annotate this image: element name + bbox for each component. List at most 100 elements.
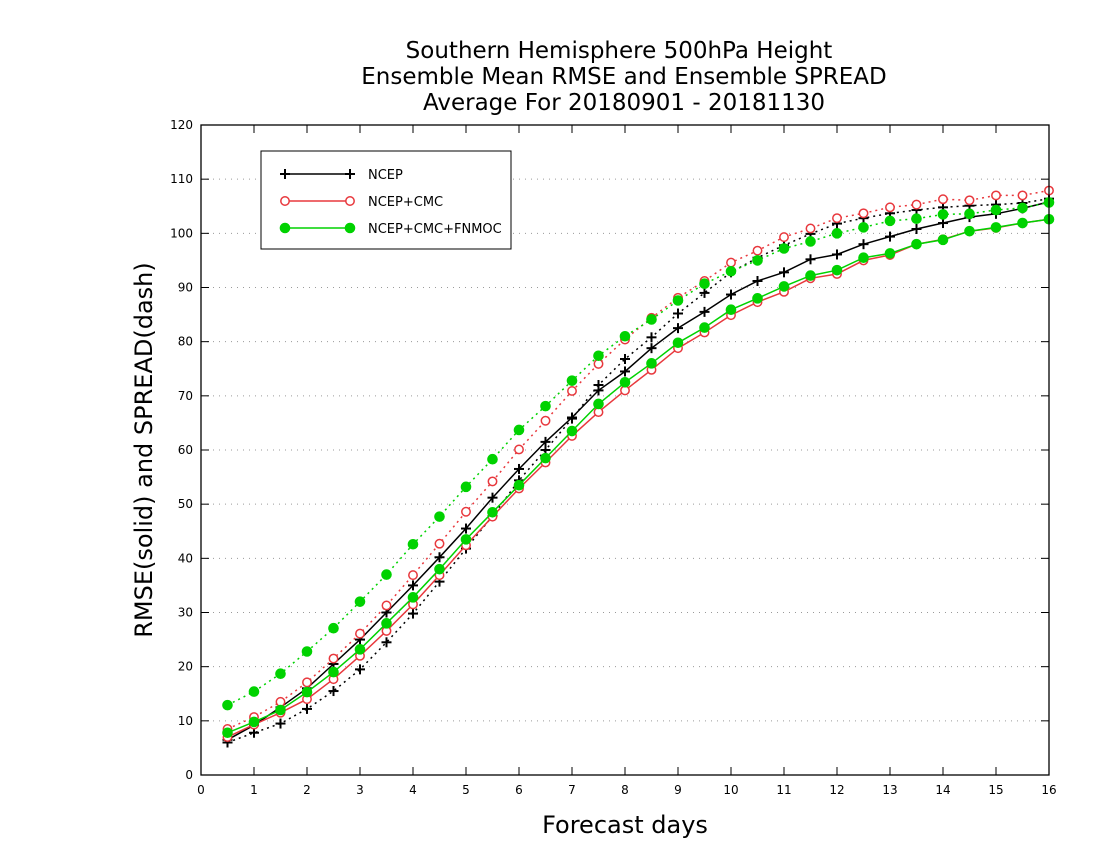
point-ncep-rmse: [514, 463, 524, 474]
series-ncep-cmc-fnmoc-rmse: [222, 213, 1055, 739]
point-ncep-rmse: [673, 323, 683, 334]
grid-lines: [201, 178, 1049, 722]
point-ncep-cmc-fnmoc-spread: [460, 481, 472, 493]
chart-title-line-2: Ensemble Mean RMSE and Ensemble SPREAD: [361, 64, 886, 90]
point-ncep-cmc-fnmoc-spread: [990, 204, 1002, 216]
point-ncep-cmc-fnmoc-spread: [937, 209, 949, 220]
legend-box: [260, 150, 512, 250]
point-ncep-cmc-fnmoc-rmse: [566, 425, 578, 437]
x-tick-label: 13: [882, 783, 897, 797]
point-ncep-cmc-spread: [434, 538, 445, 549]
point-ncep-cmc-spread: [964, 195, 975, 206]
point-ncep-cmc-spread: [805, 223, 816, 234]
point-ncep-cmc-spread: [302, 677, 312, 688]
point-ncep-spread: [328, 686, 339, 697]
point-ncep-cmc-fnmoc-spread: [381, 569, 392, 580]
series-line-ncep-cmc-fnmoc-rmse: [227, 218, 1050, 734]
point-ncep-cmc-fnmoc-rmse: [1017, 217, 1028, 229]
point-ncep-cmc-fnmoc-spread: [858, 222, 869, 233]
x-tick-label: 0: [197, 783, 205, 797]
point-ncep-rmse: [805, 254, 816, 265]
point-ncep-cmc-fnmoc-spread: [831, 228, 843, 239]
point-ncep-cmc-fnmoc-rmse: [831, 264, 843, 276]
point-ncep-cmc-fnmoc-spread: [725, 265, 737, 277]
point-ncep-spread: [408, 608, 418, 619]
point-ncep-cmc-fnmoc-spread: [752, 255, 763, 266]
point-ncep-rmse: [540, 436, 551, 447]
point-ncep-rmse: [487, 492, 498, 503]
point-ncep-spread: [699, 287, 710, 298]
point-ncep-cmc-fnmoc-spread: [566, 375, 578, 386]
point-ncep-rmse: [434, 552, 445, 563]
point-ncep-cmc-spread: [885, 202, 895, 213]
point-ncep-cmc-fnmoc-spread: [672, 295, 684, 306]
legend-label: NCEP+CMC: [368, 195, 443, 210]
x-tick-label: 14: [935, 783, 950, 797]
point-ncep-cmc-fnmoc-rmse: [275, 704, 286, 716]
point-ncep-cmc-fnmoc-rmse: [222, 727, 233, 739]
point-ncep-rmse: [858, 239, 869, 250]
legend-marker: [280, 169, 290, 179]
legend: NCEP NCEP+CMC NCEP+CMC+FNMOC: [260, 150, 512, 250]
y-tick-label: 20: [178, 660, 193, 674]
point-ncep-cmc-spread: [461, 506, 471, 517]
legend-marker: [280, 196, 290, 206]
point-ncep-cmc-fnmoc-spread: [275, 668, 286, 680]
point-ncep-spread: [620, 354, 630, 364]
series-line-ncep-spread: [227, 197, 1050, 744]
y-tick-label: 70: [178, 389, 193, 403]
y-tick-label: 10: [178, 714, 193, 728]
point-ncep-cmc-fnmoc-spread: [619, 330, 631, 342]
point-ncep-cmc-spread: [938, 194, 948, 205]
point-ncep-spread: [646, 332, 657, 343]
point-ncep-cmc-fnmoc-rmse: [646, 358, 657, 369]
point-ncep-cmc-fnmoc-spread: [407, 538, 419, 550]
x-tick-label: 2: [303, 783, 311, 797]
legend-item-ncep-cmc-fnmoc: NCEP+CMC+FNMOC: [279, 222, 502, 237]
x-tick-label: 1: [250, 783, 258, 797]
point-ncep-cmc-fnmoc-spread: [884, 215, 896, 227]
point-ncep-cmc-spread: [408, 570, 418, 581]
point-ncep-cmc-fnmoc-spread: [593, 350, 604, 362]
point-ncep-cmc-spread: [540, 415, 551, 426]
point-ncep-cmc-fnmoc-rmse: [513, 479, 525, 491]
x-tick-label: 11: [776, 783, 791, 797]
point-ncep-rmse: [779, 267, 789, 278]
legend-item-ncep-cmc: NCEP+CMC: [280, 195, 443, 210]
point-ncep-cmc-fnmoc-spread: [487, 453, 498, 465]
y-tick-label: 90: [178, 281, 193, 295]
point-ncep-cmc-fnmoc-spread: [301, 646, 313, 657]
point-ncep-cmc-fnmoc-rmse: [778, 281, 790, 292]
point-ncep-cmc-spread: [911, 199, 922, 210]
legend-marker: [279, 222, 291, 234]
x-tick-label: 4: [409, 783, 417, 797]
point-ncep-cmc-fnmoc-rmse: [699, 322, 710, 333]
point-ncep-cmc-fnmoc-rmse: [884, 248, 896, 259]
point-ncep-rmse: [461, 523, 471, 534]
series-ncep-rmse: [222, 196, 1054, 745]
point-ncep-cmc-fnmoc-rmse: [328, 666, 339, 678]
series-ncep-spread: [222, 193, 1054, 748]
x-tick-label: 12: [829, 783, 844, 797]
series-ncep-cmc-rmse: [222, 214, 1054, 743]
point-ncep-rmse: [885, 231, 895, 242]
point-ncep-rmse: [832, 249, 842, 260]
chart-title-line-1: Southern Hemisphere 500hPa Height: [406, 38, 833, 64]
point-ncep-cmc-fnmoc-rmse: [540, 452, 551, 464]
point-ncep-cmc-fnmoc-rmse: [964, 225, 975, 237]
point-ncep-cmc-fnmoc-rmse: [911, 238, 922, 250]
point-ncep-cmc-fnmoc-spread: [513, 424, 525, 436]
point-ncep-cmc-spread: [355, 628, 365, 639]
legend-marker: [345, 196, 355, 206]
point-ncep-cmc-spread: [752, 245, 763, 256]
x-tick-label: 10: [723, 783, 738, 797]
point-ncep-cmc-fnmoc-rmse: [990, 222, 1002, 233]
point-ncep-cmc-fnmoc-spread: [778, 243, 790, 254]
point-ncep-rmse: [752, 276, 763, 286]
point-ncep-cmc-fnmoc-rmse: [593, 398, 604, 410]
x-axis-label: Forecast days: [542, 811, 708, 839]
point-ncep-cmc-fnmoc-spread: [248, 686, 260, 697]
legend-marker: [344, 222, 356, 234]
point-ncep-rmse: [567, 412, 577, 423]
